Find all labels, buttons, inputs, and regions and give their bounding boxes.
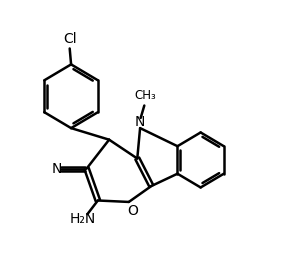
Text: Cl: Cl: [63, 32, 76, 46]
Text: N: N: [134, 115, 145, 129]
Text: N: N: [52, 162, 62, 176]
Text: CH₃: CH₃: [134, 89, 156, 102]
Text: O: O: [128, 204, 138, 218]
Text: H₂N: H₂N: [69, 212, 95, 226]
